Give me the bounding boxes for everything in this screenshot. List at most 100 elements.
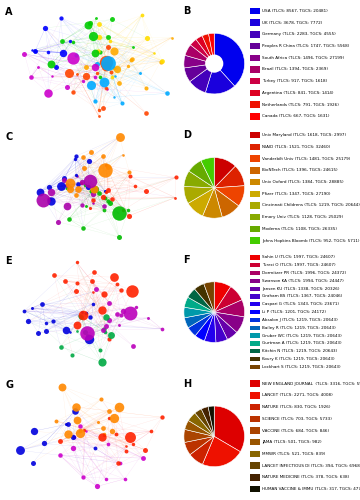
Point (117, 459, 123, 467)
Point (88, 148, 94, 156)
Point (67, 178, 73, 186)
Point (48, 188, 54, 196)
Point (116, 320, 122, 328)
Point (59, 37, 65, 45)
Point (80, 473, 85, 481)
Point (92, 48, 98, 56)
Point (115, 459, 121, 467)
Point (57, 452, 63, 460)
Point (126, 212, 131, 220)
Point (65, 430, 71, 438)
Point (120, 150, 126, 158)
Point (64, 202, 70, 210)
Point (119, 99, 125, 107)
Point (130, 440, 136, 448)
Point (109, 426, 114, 434)
Point (83, 427, 89, 435)
Point (103, 312, 109, 320)
Point (100, 424, 106, 432)
Point (55, 218, 61, 226)
Point (67, 37, 73, 45)
Point (87, 177, 93, 185)
Point (109, 195, 114, 203)
Point (101, 325, 107, 333)
Point (105, 440, 111, 448)
Point (70, 54, 76, 62)
Point (74, 321, 80, 329)
Point (53, 63, 59, 71)
Point (36, 63, 41, 71)
Point (96, 189, 102, 197)
Point (73, 50, 79, 58)
Point (112, 93, 117, 101)
Point (46, 184, 52, 192)
Point (75, 180, 81, 188)
Point (99, 358, 104, 366)
Point (66, 215, 72, 223)
Point (97, 73, 103, 81)
Point (28, 74, 34, 82)
Point (78, 179, 84, 187)
Point (63, 326, 68, 334)
Point (112, 72, 118, 80)
Point (58, 182, 64, 190)
Point (96, 106, 102, 114)
Point (81, 164, 87, 172)
Point (90, 196, 96, 203)
Point (105, 316, 111, 324)
Point (76, 185, 81, 193)
Point (104, 86, 110, 94)
Point (105, 63, 111, 71)
Point (108, 330, 114, 338)
Point (82, 182, 88, 190)
Point (73, 191, 79, 199)
Point (94, 60, 99, 68)
Point (26, 318, 31, 326)
Point (53, 417, 59, 425)
Point (48, 196, 54, 204)
Point (77, 427, 83, 435)
Point (30, 458, 36, 466)
Point (123, 447, 129, 455)
Point (143, 84, 149, 92)
Point (96, 112, 102, 120)
Point (103, 58, 109, 66)
Point (95, 47, 100, 55)
Point (169, 34, 175, 42)
Point (105, 60, 111, 68)
Point (93, 14, 99, 22)
Point (39, 300, 45, 308)
Point (22, 50, 27, 58)
Point (125, 206, 131, 214)
Point (81, 426, 87, 434)
Point (82, 328, 88, 336)
Point (46, 195, 52, 203)
Point (99, 306, 105, 314)
Point (45, 48, 51, 56)
Point (97, 48, 103, 56)
Point (103, 84, 109, 92)
Point (95, 418, 101, 426)
Point (172, 194, 178, 202)
Point (69, 350, 75, 358)
Point (92, 63, 98, 71)
Point (101, 430, 107, 438)
Point (152, 49, 157, 57)
Point (100, 193, 105, 201)
Point (126, 168, 132, 176)
Point (74, 327, 80, 335)
Point (105, 43, 111, 51)
Point (89, 276, 95, 284)
Point (32, 47, 38, 55)
Point (49, 72, 55, 80)
Point (101, 431, 107, 439)
Point (70, 88, 76, 96)
Point (143, 446, 148, 454)
Point (103, 162, 109, 170)
Point (101, 202, 107, 210)
Point (140, 454, 146, 462)
Point (71, 432, 77, 440)
Point (113, 430, 119, 438)
Point (41, 440, 47, 448)
Point (77, 422, 83, 430)
